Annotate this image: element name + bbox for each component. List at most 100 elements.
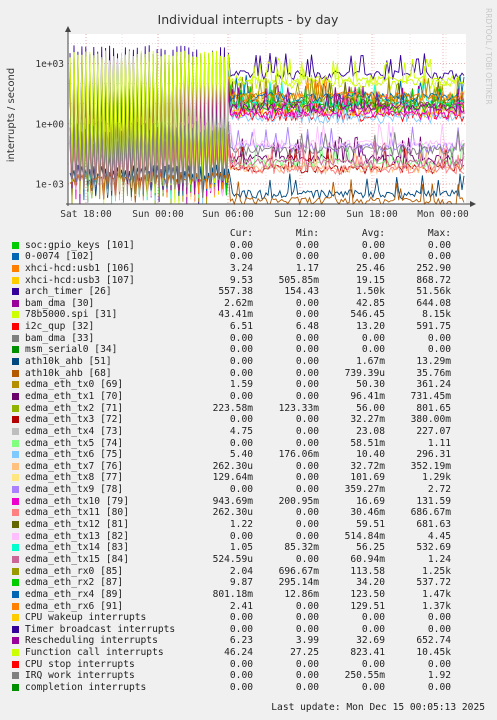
legend-cur-value: 0.00 xyxy=(229,623,253,635)
legend-max-value: 252.90 xyxy=(416,262,451,274)
legend-row: edma_eth_tx15 [84] 524.59u 0.00 60.94m 1.24 xyxy=(12,554,492,566)
legend-max-value: 13.29m xyxy=(416,356,451,368)
legend-avg-value: 59.51 xyxy=(356,519,385,531)
legend-swatch xyxy=(12,486,19,494)
legend-min-value: 154.43 xyxy=(284,286,319,298)
legend-max-value: 537.72 xyxy=(416,577,451,589)
legend-cur-value: 4.75 xyxy=(229,425,253,437)
legend-series-name: ath10k_ahb [68] xyxy=(25,367,112,379)
legend-max-value: 686.67m xyxy=(410,507,451,519)
legend-row: edma_eth_rx4 [89] 801.18m 12.86m 123.50 1.47… xyxy=(12,589,492,601)
legend-min-value: 0.00 xyxy=(295,414,319,426)
legend-avg-value: 0.00 xyxy=(361,332,385,344)
y-ticks: 1e-03 1e+00 1e+03 xyxy=(35,59,64,190)
legend-row: Function call interrupts 46.24 27.25 823.41… xyxy=(12,647,492,659)
legend-swatch xyxy=(12,311,19,319)
legend-cur-value: 46.24 xyxy=(224,647,253,659)
legend-swatch xyxy=(12,579,19,587)
legend-cur-value: 9.53 xyxy=(229,274,253,286)
legend-series-name: edma_eth_tx12 [81] xyxy=(25,519,129,531)
legend-min-value: 1.17 xyxy=(295,262,319,274)
legend-cur-value: 262.30u xyxy=(212,507,253,519)
legend-row: ath10k_ahb [68] 0.00 0.00 739.39u 35.76m xyxy=(12,368,492,380)
legend-min-value: 85.32m xyxy=(284,542,319,554)
legend-max-value: 227.07 xyxy=(416,425,451,437)
legend-row: edma_eth_tx5 [74] 0.00 0.00 58.51m 1.11 xyxy=(12,438,492,450)
legend-swatch xyxy=(12,416,19,424)
legend-max-value: 1.11 xyxy=(427,437,451,449)
legend-max-value: 591.75 xyxy=(416,321,451,333)
legend-min-value: 200.95m xyxy=(278,495,319,507)
legend-max-value: 644.08 xyxy=(416,297,451,309)
legend-cur-value: 0.00 xyxy=(229,332,253,344)
legend-min-value: 0.00 xyxy=(295,379,319,391)
legend-rows: soc:gpio_keys [101] 0.00 0.00 0.00 0.00 0-007… xyxy=(12,240,492,694)
legend-row: edma_eth_tx11 [80] 262.30u 0.00 30.46m 686.6… xyxy=(12,507,492,519)
legend-swatch xyxy=(12,392,19,400)
legend-series-name: edma_eth_tx10 [79] xyxy=(25,495,129,507)
legend-max-value: 801.65 xyxy=(416,402,451,414)
legend-cur-value: 223.58m xyxy=(212,402,253,414)
legend-min-value: 0.00 xyxy=(295,367,319,379)
legend-series-name: edma_eth_tx14 [83] xyxy=(25,542,129,554)
legend-avg-value: 0.00 xyxy=(361,344,385,356)
legend-min-value: 0.00 xyxy=(295,484,319,496)
legend-series-name: 0-0074 [102] xyxy=(25,251,95,263)
legend-cur-value: 0.00 xyxy=(229,251,253,263)
legend-row: edma_eth_tx14 [83] 1.05 85.32m 56.25 532.69 xyxy=(12,542,492,554)
series-line xyxy=(69,171,465,206)
legend-avg-value: 0.00 xyxy=(361,681,385,693)
legend-row: edma_eth_tx0 [69] 1.59 0.00 50.30 361.24 xyxy=(12,379,492,391)
legend-avg-value: 19.15 xyxy=(356,274,385,286)
chart-title: Individual interrupts - by day xyxy=(158,12,340,27)
legend-row: edma_eth_tx10 [79] 943.69m 200.95m 16.69 131… xyxy=(12,496,492,508)
x-tick-label: Sat 18:00 xyxy=(60,209,112,220)
legend-min-value: 505.85m xyxy=(278,274,319,286)
legend-avg-value: 739.39u xyxy=(344,367,385,379)
legend-avg-value: 1.67m xyxy=(356,356,385,368)
col-avg: Avg: xyxy=(361,228,385,239)
legend-avg-value: 96.41m xyxy=(350,390,385,402)
legend-swatch xyxy=(12,521,19,529)
legend-cur-value: 0.00 xyxy=(229,414,253,426)
legend-avg-value: 10.40 xyxy=(356,449,385,461)
legend-row: msm_serial0 [34] 0.00 0.00 0.00 0.00 xyxy=(12,344,492,356)
legend-row: arch_timer [26] 557.38 154.43 1.50k 51.56k xyxy=(12,286,492,298)
legend-avg-value: 56.25 xyxy=(356,542,385,554)
legend-cur-value: 801.18m xyxy=(212,588,253,600)
legend-min-value: 0.00 xyxy=(295,390,319,402)
legend-avg-value: 0.00 xyxy=(361,612,385,624)
legend-header: Cur: Min: Avg: Max: xyxy=(12,228,492,240)
legend-max-value: 1.47k xyxy=(422,588,451,600)
legend-cur-value: 0.00 xyxy=(229,681,253,693)
legend-series-name: edma_eth_tx3 [72] xyxy=(25,414,124,426)
legend-avg-value: 23.08 xyxy=(356,425,385,437)
legend-swatch xyxy=(12,334,19,342)
legend-min-value: 0.00 xyxy=(295,507,319,519)
legend-swatch xyxy=(12,323,19,331)
legend-max-value: 10.45k xyxy=(416,647,451,659)
legend-swatch xyxy=(12,253,19,261)
legend-max-value: 0.00 xyxy=(427,681,451,693)
legend-row: xhci-hcd:usb1 [106] 3.24 1.17 25.46 252.90 xyxy=(12,263,492,275)
legend-max-value: 0.00 xyxy=(427,251,451,263)
legend-row: CPU wakeup interrupts 0.00 0.00 0.00 0.00 xyxy=(12,612,492,624)
legend-min-value: 0.00 xyxy=(295,681,319,693)
y-tick-label: 1e+03 xyxy=(35,59,64,70)
legend-max-value: 380.00m xyxy=(410,414,451,426)
legend-series-name: edma_eth_rx2 [87] xyxy=(25,577,124,589)
x-tick-label: Sun 18:00 xyxy=(346,209,398,220)
legend-series-name: edma_eth_tx0 [69] xyxy=(25,379,124,391)
legend-swatch xyxy=(12,497,19,505)
legend-swatch xyxy=(12,544,19,552)
legend-series-name: edma_eth_tx15 [84] xyxy=(25,553,129,565)
legend-swatch xyxy=(12,509,19,517)
x-tick-label: Mon 00:00 xyxy=(417,209,469,220)
legend-row: IRQ work interrupts 0.00 0.00 250.55m 1.92 xyxy=(12,670,492,682)
legend-series-name: Rescheduling interrupts xyxy=(25,635,158,647)
legend-max-value: 1.29k xyxy=(422,472,451,484)
legend-series-name: edma_eth_tx4 [73] xyxy=(25,425,124,437)
legend-avg-value: 0.00 xyxy=(361,239,385,251)
legend-swatch xyxy=(12,299,19,307)
legend-row: edma_eth_rx6 [91] 2.41 0.00 129.51 1.37k xyxy=(12,601,492,613)
